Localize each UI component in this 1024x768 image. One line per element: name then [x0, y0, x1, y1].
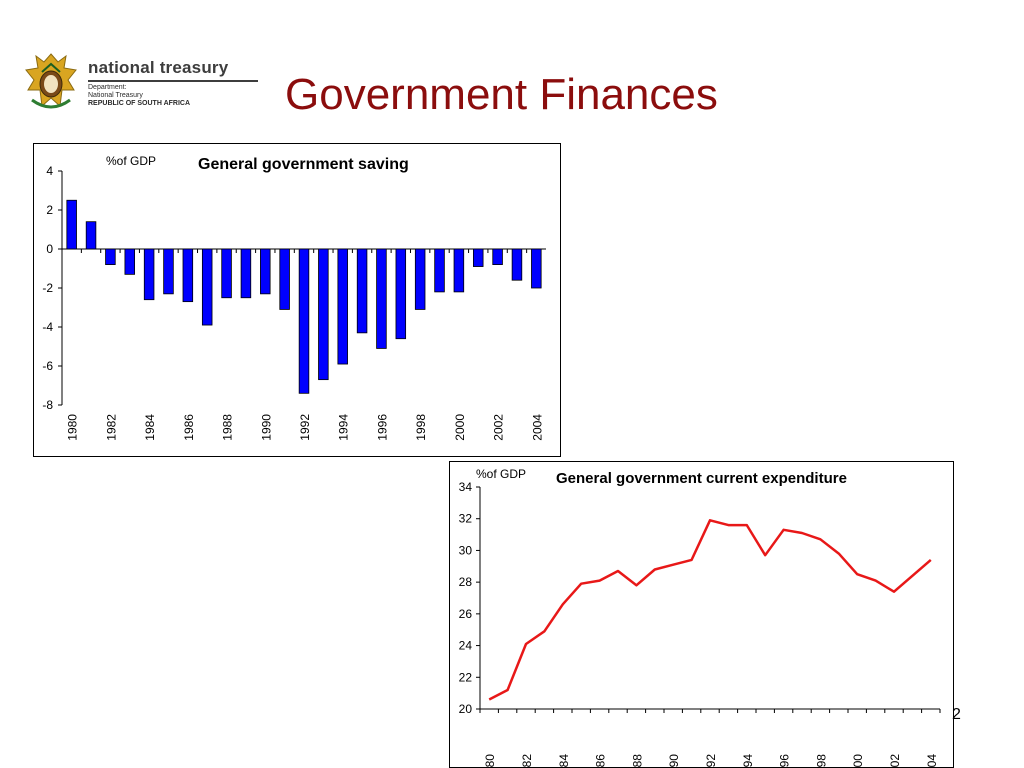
saving-x-tick-label: 1996 [375, 414, 389, 441]
saving-bar-1984 [143, 248, 155, 301]
saving-y-tick-label: -4 [42, 320, 53, 334]
saving-bar-1998 [414, 248, 426, 310]
expenditure-x-tick-label: 1986 [594, 754, 608, 767]
saving-bar-1987 [201, 248, 213, 326]
saving-bar-1981 [85, 221, 97, 250]
saving-bar-2001 [472, 248, 484, 267]
saving-x-tick-label: 2002 [492, 414, 506, 441]
expenditure-x-tick-label: 1998 [814, 754, 828, 767]
saving-bar-1988 [221, 248, 232, 299]
expenditure-unit-label: %of GDP [476, 467, 526, 481]
saving-chart-svg: %of GDP General government saving 4 2 0 -2 -4 -… [42, 154, 546, 441]
national-treasury-logo: national treasury Department: National T… [22, 50, 258, 120]
saving-x-tick-label: 1980 [66, 414, 80, 441]
logo-line-country: REPUBLIC OF SOUTH AFRICA [88, 100, 191, 107]
coat-of-arms-icon [25, 53, 77, 109]
saving-y-tick-label: 0 [46, 242, 53, 256]
expenditure-chart: %of GDP General government current expend… [449, 461, 954, 768]
expenditure-x-tick-label: 1982 [520, 754, 534, 767]
expenditure-y-tick-label: 22 [459, 670, 473, 684]
saving-x-tick-label: 1982 [104, 414, 118, 441]
saving-chart: %of GDP General government saving 4 2 0 -2 -4 -… [33, 143, 561, 457]
expenditure-y-tick-label: 28 [459, 575, 473, 589]
expenditure-y-tick-label: 20 [459, 702, 473, 716]
expenditure-y-tick-label: 26 [459, 607, 473, 621]
saving-bar-2004 [531, 248, 542, 289]
expenditure-y-tick-label: 34 [459, 480, 473, 494]
saving-bar-1986 [182, 248, 194, 303]
saving-chart-title: General government saving [198, 156, 409, 173]
saving-bar-1991 [279, 248, 290, 310]
logo-divider [88, 80, 258, 82]
saving-bar-1992 [298, 248, 310, 394]
saving-x-tick-label: 1990 [259, 414, 273, 441]
saving-bar-1983 [124, 248, 135, 275]
saving-bar-2002 [492, 248, 503, 265]
expenditure-x-tick-label: 2000 [851, 754, 865, 767]
saving-bar-1990 [260, 248, 271, 295]
saving-bar-1994 [337, 248, 348, 365]
expenditure-x-tick-label: 1996 [778, 754, 792, 767]
saving-y-tick-label: -8 [42, 398, 53, 412]
expenditure-y-tick-label: 30 [459, 543, 473, 557]
expenditure-x-tick-label: 1980 [483, 754, 497, 767]
saving-x-tick-label: 1988 [221, 414, 235, 441]
logo-title: national treasury [88, 58, 229, 77]
saving-bar-1982 [105, 248, 116, 265]
expenditure-y-tick-label: 32 [459, 512, 473, 526]
saving-x-tick-label: 1994 [337, 414, 351, 441]
saving-unit-label: %of GDP [106, 154, 156, 168]
expenditure-chart-svg: %of GDP General government current expend… [459, 467, 941, 767]
expenditure-x-tick-label: 1988 [630, 754, 644, 767]
saving-y-tick-label: 4 [46, 164, 53, 178]
saving-y-tick-label: -2 [42, 281, 53, 295]
expenditure-x-tick-label: 2002 [888, 754, 902, 767]
saving-bar-1996 [376, 248, 387, 349]
slide-title: Government Finances [285, 70, 718, 119]
saving-bar-2000 [453, 248, 465, 293]
expenditure-x-tick-label: 1990 [667, 754, 681, 767]
saving-x-tick-label: 1984 [143, 414, 157, 441]
saving-bar-1995 [356, 248, 368, 334]
saving-bar-1993 [318, 248, 329, 381]
saving-bar-1999 [434, 248, 445, 293]
expenditure-x-tick-label: 1992 [704, 754, 718, 767]
expenditure-x-tick-label: 1994 [741, 754, 755, 767]
page-number: 2 [952, 706, 961, 723]
saving-x-tick-label: 1992 [298, 414, 312, 441]
saving-x-tick-label: 1998 [414, 414, 428, 441]
expenditure-y-tick-label: 24 [459, 639, 473, 653]
saving-bar-1980 [66, 199, 77, 250]
saving-bar-1985 [163, 248, 174, 295]
logo-line-treasury: National Treasury [88, 92, 143, 99]
saving-y-tick-label: 2 [46, 203, 53, 217]
logo-line-department: Department: [88, 84, 127, 91]
saving-x-tick-label: 2000 [453, 414, 467, 441]
saving-y-tick-label: -6 [42, 359, 53, 373]
saving-bar-2003 [511, 248, 523, 281]
expenditure-x-tick-label: 1984 [557, 754, 571, 767]
expenditure-x-tick-label: 2004 [925, 754, 939, 767]
saving-bar-1989 [240, 248, 252, 299]
expenditure-chart-title: General government current expenditure [556, 470, 847, 487]
saving-x-tick-label: 1986 [182, 414, 196, 441]
saving-bar-1997 [395, 248, 407, 340]
saving-x-tick-label: 2004 [530, 414, 544, 441]
expenditure-series-line [488, 519, 932, 701]
